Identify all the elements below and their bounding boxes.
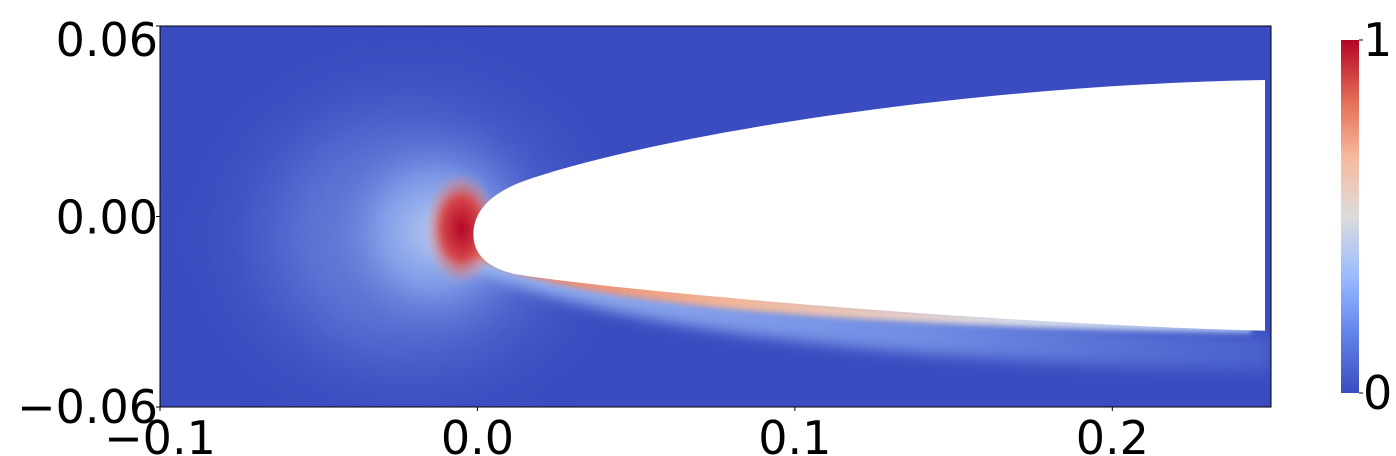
colorbar-tick-label: 0 bbox=[1363, 366, 1392, 420]
y-tick-label: −0.06 bbox=[17, 380, 158, 434]
colorbar: 01 bbox=[1341, 13, 1392, 420]
y-tick-label: 0.06 bbox=[56, 13, 158, 67]
y-axis-ticks: −0.06 0.00 0.06 bbox=[17, 13, 160, 434]
wake-soft-region bbox=[417, 236, 1271, 371]
y-tick-label: 0.00 bbox=[56, 191, 158, 245]
colorbar-gradient bbox=[1341, 40, 1359, 393]
colorbar-ticks: 01 bbox=[1359, 13, 1392, 420]
x-tick-label: 0.1 bbox=[758, 411, 831, 456]
field-intensity-layers bbox=[177, 36, 1271, 407]
colorbar-tick-label: 1 bbox=[1363, 13, 1392, 67]
x-tick-label: −0.1 bbox=[104, 411, 216, 456]
leading-edge-core bbox=[425, 172, 498, 285]
obstacle-body bbox=[473, 79, 1265, 331]
x-axis-ticks: −0.1 0.0 0.1 0.2 bbox=[104, 407, 1149, 456]
plot-area bbox=[160, 26, 1271, 407]
x-tick-label: 0.0 bbox=[441, 411, 514, 456]
x-tick-label: 0.2 bbox=[1076, 411, 1149, 456]
